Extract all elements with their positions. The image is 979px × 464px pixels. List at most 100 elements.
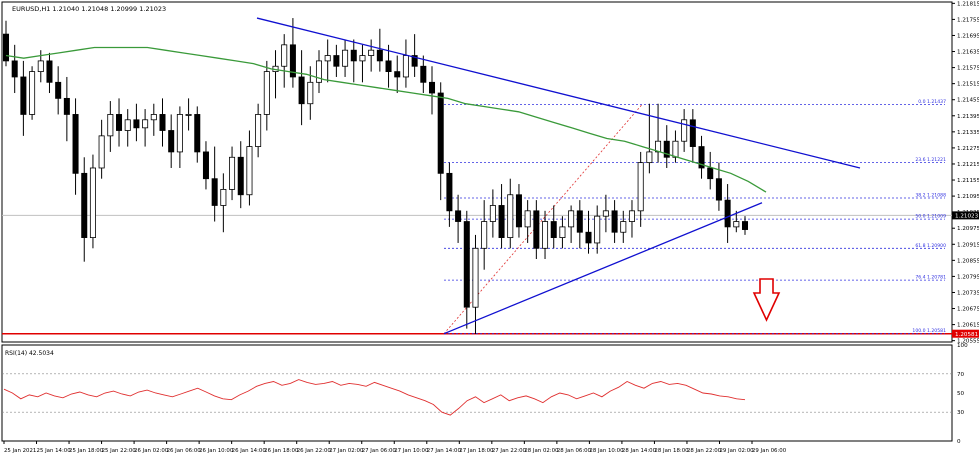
candle-body [550, 221, 557, 238]
candle-body [611, 210, 618, 233]
rsi-tick-label: 50 [957, 391, 965, 397]
y-tick-label: 1.20795 [957, 274, 979, 280]
rsi-tick-label: 70 [957, 372, 965, 378]
fib-level-label: 61.8 1.20900 [915, 243, 946, 249]
candle-body [124, 119, 131, 131]
candle-body [420, 65, 427, 83]
x-tick-label: 28 Jan 22:00 [687, 448, 722, 454]
y-tick-label: 1.21395 [957, 114, 979, 120]
candle-body [359, 55, 366, 62]
y-tick-label: 1.20855 [957, 258, 979, 264]
candle-body [446, 172, 453, 212]
candle-body [576, 210, 583, 233]
candle-body [281, 44, 288, 67]
candle-body [594, 215, 601, 244]
candle-body [733, 221, 740, 228]
x-tick-label: 26 Jan 14:00 [232, 448, 267, 454]
y-tick-label: 1.21335 [957, 130, 979, 136]
moving-average-line [5, 46, 767, 193]
candle-body [411, 55, 418, 67]
fib-level-label: 38.2 1.21088 [915, 192, 946, 198]
y-tick-label: 1.20975 [957, 226, 979, 232]
candle-body [715, 178, 722, 201]
fib-level-label: 76.4 1.20781 [915, 275, 946, 281]
x-tick-label: 25 Jan 22:00 [102, 448, 137, 454]
candle-body [489, 205, 496, 222]
y-tick-label: 1.21275 [957, 146, 979, 152]
x-tick-label: 26 Jan 22:00 [297, 448, 332, 454]
candle-body [202, 151, 209, 180]
candle-body [515, 194, 522, 228]
candle-body [507, 194, 514, 238]
y-tick-label: 1.20615 [957, 323, 979, 329]
candle-body [150, 114, 157, 121]
candle-body [376, 49, 383, 62]
candle-body [81, 172, 88, 238]
candle-body [402, 55, 409, 78]
y-tick-label: 1.20735 [957, 290, 979, 296]
candle-body [37, 60, 44, 73]
candle-body [533, 210, 540, 249]
candle-body [159, 114, 166, 131]
y-tick-label: 1.21455 [957, 98, 979, 104]
candle-body [220, 189, 227, 206]
candle-body [11, 60, 18, 78]
y-tick-label: 1.21575 [957, 66, 979, 72]
rsi-tick-label: 100 [957, 343, 968, 349]
candle-body [741, 221, 749, 230]
candle-body [498, 205, 505, 238]
candle-body [620, 221, 627, 233]
support-price-box [952, 329, 979, 338]
candle-body [559, 226, 566, 238]
candle-body [463, 221, 470, 308]
y-tick-label: 1.21815 [957, 1, 979, 7]
candle-body [568, 210, 575, 228]
candle-body [2, 33, 10, 62]
x-tick-label: 28 Jan 02:00 [524, 448, 559, 454]
candle-body [394, 71, 401, 78]
x-tick-label: 28 Jan 14:00 [622, 448, 657, 454]
current-price-label: 1.21023 [955, 214, 979, 220]
candle-body [342, 49, 349, 67]
candle-body [307, 81, 314, 105]
candle-body [707, 167, 714, 180]
candle-body [237, 156, 244, 196]
candle-body [185, 114, 192, 116]
x-tick-label: 25 Jan 14:00 [37, 448, 72, 454]
x-tick-label: 26 Jan 02:00 [134, 448, 169, 454]
candle-body [472, 247, 479, 308]
x-tick-label: 25 Jan 2021 [4, 448, 36, 454]
candle-body [246, 146, 253, 196]
candle-body [385, 60, 392, 73]
bearish-trend-line [256, 17, 861, 169]
candle-body [229, 156, 236, 190]
x-tick-label: 29 Jan 06:00 [752, 448, 787, 454]
candle-body [437, 92, 444, 174]
candle-body [681, 119, 688, 142]
candle-body [63, 97, 70, 115]
y-tick-label: 1.21695 [957, 33, 979, 39]
candle-body [194, 114, 201, 153]
candle-body [20, 76, 27, 115]
x-tick-label: 28 Jan 06:00 [557, 448, 592, 454]
candle-body [368, 49, 375, 56]
y-tick-label: 1.20675 [957, 307, 979, 313]
candle-body [333, 55, 340, 67]
rsi-frame [1, 344, 953, 442]
x-tick-label: 28 Jan 18:00 [654, 448, 689, 454]
x-tick-label: 26 Jan 06:00 [167, 448, 202, 454]
y-tick-label: 1.21635 [957, 50, 979, 56]
symbol-title: EURUSD,H1 1.21040 1.21048 1.20999 1.2102… [12, 5, 166, 13]
candle-body [107, 114, 114, 137]
candle-body [429, 81, 436, 94]
current-price-box [952, 211, 979, 220]
x-tick-label: 25 Jan 18:00 [69, 448, 104, 454]
x-tick-label: 26 Jan 10:00 [199, 448, 234, 454]
candle-body [315, 60, 322, 83]
candle-body [481, 221, 488, 249]
x-tick-label: 27 Jan 18:00 [459, 448, 494, 454]
candle-body [211, 178, 218, 206]
rsi-label: RSI(14) 42.5034 [5, 350, 54, 357]
x-tick-label: 26 Jan 18:00 [264, 448, 299, 454]
